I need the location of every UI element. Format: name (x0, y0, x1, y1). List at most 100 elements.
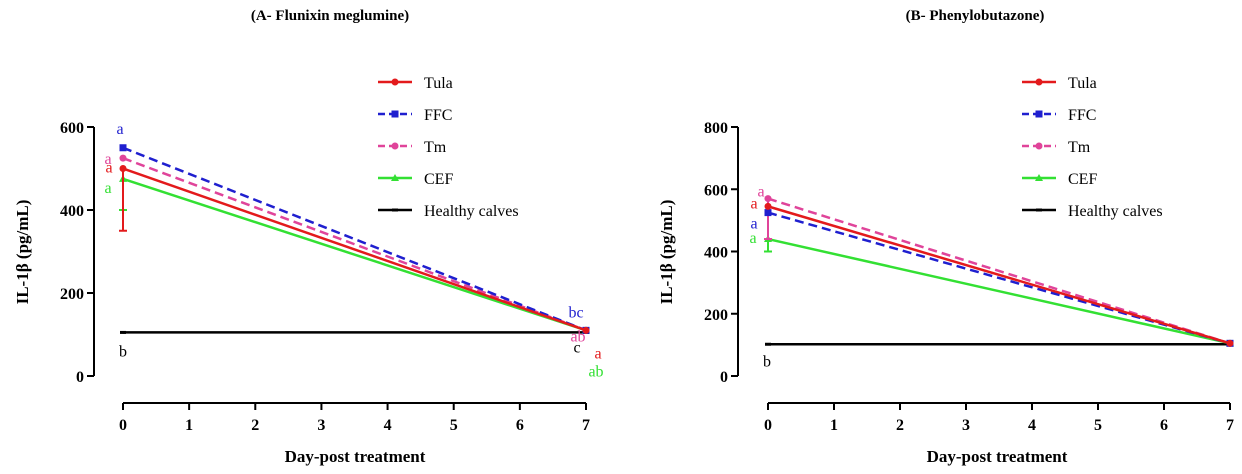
significance-label: ab (588, 363, 603, 380)
y-tick-label: 0 (720, 369, 728, 386)
legend-marker (391, 110, 399, 118)
significance-label: a (104, 180, 111, 197)
x-tick-label: 0 (119, 417, 127, 434)
x-tick-label: 4 (384, 417, 392, 434)
y-axis-title: IL-1β (pg/mL) (657, 200, 676, 305)
legend-item: Tm (378, 139, 447, 156)
x-tick-label: 6 (1160, 417, 1168, 434)
data-point (764, 209, 772, 217)
legend-label: Healthy calves (1068, 203, 1163, 220)
series-tula: a (750, 195, 1234, 347)
x-tick-label: 4 (1028, 417, 1036, 434)
series-line (767, 237, 1231, 345)
series-line (767, 205, 1231, 345)
x-axis-title: Day-post treatment (927, 447, 1068, 466)
significance-label: a (749, 230, 756, 247)
series-line (122, 156, 587, 332)
legend-item: FFC (378, 107, 452, 124)
series-line (122, 177, 587, 332)
chart-title: (A- Flunixin meglumine) (251, 8, 409, 24)
x-tick-label: 6 (516, 417, 524, 434)
y-tick-label: 600 (60, 120, 84, 137)
legend: Tula FFC Tm CEF Healthy calves (1022, 75, 1163, 220)
legend-item: CEF (378, 171, 453, 188)
significance-label: a (594, 345, 601, 362)
y-tick-label: 800 (704, 120, 728, 137)
significance-label: ab (570, 328, 585, 345)
legend-label: CEF (424, 171, 453, 188)
legend-item: FFC (1022, 107, 1096, 124)
legend-label: FFC (424, 107, 452, 124)
y-tick-label: 200 (704, 307, 728, 324)
chart-title: (B- Phenylobutazone) (906, 8, 1045, 24)
x-axis-title: Day-post treatment (285, 447, 426, 466)
legend-label: Tm (424, 139, 447, 156)
legend-label: Tm (1068, 139, 1091, 156)
legend-marker (391, 174, 399, 181)
legend-marker (1035, 78, 1043, 86)
series-line (767, 197, 1231, 345)
x-tick-label: 2 (251, 417, 259, 434)
x-tick-label: 1 (830, 417, 838, 434)
chart-panel-b: (B- Phenylobutazone) 0 200 400 600 800 0 1 2 3 4 5 6… (657, 8, 1234, 466)
legend-item: CEF (1022, 171, 1097, 188)
significance-label: c (573, 339, 580, 356)
legend-item: Tula (1022, 75, 1097, 92)
y-tick-label: 200 (60, 286, 84, 303)
legend-label: Healthy calves (424, 203, 519, 220)
x-tick-label: 1 (185, 417, 193, 434)
legend-label: FFC (1068, 107, 1096, 124)
legend-marker (1035, 142, 1043, 150)
significance-label: a (750, 216, 757, 233)
legend-item: Healthy calves (1022, 203, 1163, 220)
x-tick-label: 7 (582, 417, 590, 434)
data-point (764, 202, 772, 210)
x-tick-label: 7 (1226, 417, 1234, 434)
significance-label: a (757, 184, 764, 201)
data-point (1226, 339, 1234, 347)
data-point (119, 154, 127, 162)
data-point (119, 144, 127, 152)
significance-label: b (119, 343, 127, 360)
series-ffc: a bc (116, 121, 590, 334)
data-point (119, 165, 127, 172)
significance-label: a (104, 151, 111, 168)
legend-label: Tula (1068, 75, 1097, 92)
legend-item: Tula (378, 75, 453, 92)
significance-label: a (750, 195, 757, 212)
significance-label: a (105, 160, 112, 177)
data-point (582, 326, 590, 334)
y-tick-label: 0 (76, 369, 84, 386)
series-line (122, 167, 587, 332)
series-cef: aab (104, 174, 604, 380)
x-tick-label: 2 (896, 417, 904, 434)
significance-label: bc (568, 304, 583, 321)
legend: Tula FFC Tm CEF Healthy calves (378, 75, 519, 220)
legend-marker (1035, 174, 1043, 181)
legend-marker (391, 142, 399, 150)
significance-label: a (116, 121, 123, 138)
chart-panel-a: (A- Flunixin meglumine) 0 200 400 600 0 1 2 3 4 5 6… (13, 8, 604, 466)
y-axis-title: IL-1β (pg/mL) (13, 200, 32, 305)
legend-item: Tm (1022, 139, 1091, 156)
x-tick-label: 0 (764, 417, 772, 434)
x-tick-label: 5 (1094, 417, 1102, 434)
data-point (764, 195, 772, 203)
x-tick-label: 3 (962, 417, 970, 434)
legend-marker (391, 78, 399, 86)
series-tula: aa (105, 160, 601, 363)
y-tick-label: 400 (704, 245, 728, 262)
series-tm: a ab (104, 151, 590, 345)
significance-label: b (763, 353, 771, 370)
series-ffc: a (750, 209, 1234, 347)
series-line (122, 146, 587, 332)
legend-marker (1035, 110, 1043, 118)
x-tick-label: 3 (317, 417, 325, 434)
series-cef: a (749, 230, 1234, 347)
x-tick-label: 5 (450, 417, 458, 434)
y-tick-label: 400 (60, 203, 84, 220)
legend-label: CEF (1068, 171, 1097, 188)
y-tick-label: 600 (704, 182, 728, 199)
